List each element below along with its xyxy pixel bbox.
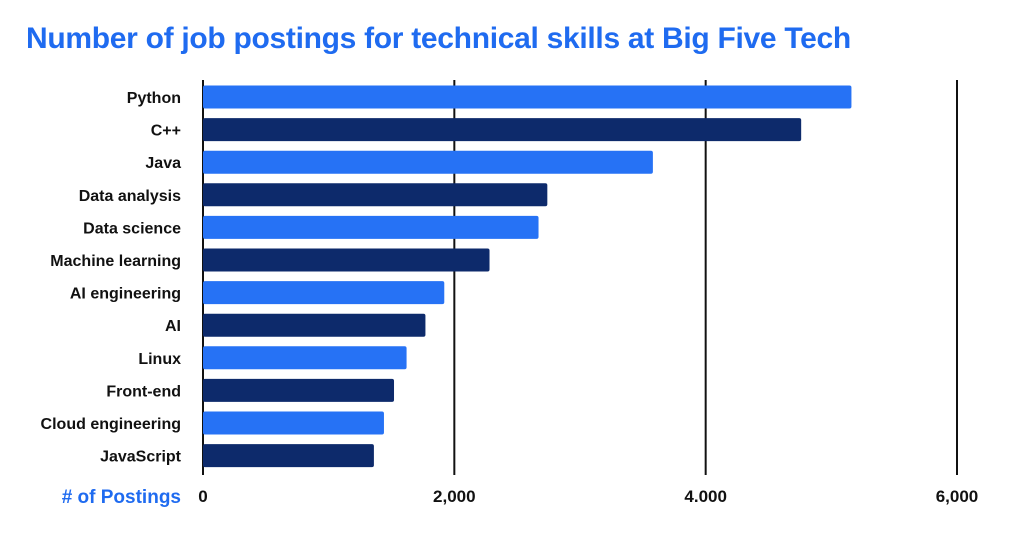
chart-title: Number of job postings for technical ski… [26,22,851,55]
x-tick-label-1: 2,000 [433,487,476,506]
bar-2 [203,150,653,174]
category-label-5: Machine learning [50,253,181,270]
bar-3 [203,183,548,207]
category-label-2: Java [145,155,181,172]
bar-6 [203,281,445,305]
x-tick-label-3: 6,000 [936,487,979,506]
bar-5 [203,248,490,272]
category-label-0: Python [127,90,181,107]
bar-11 [203,444,374,468]
category-label-3: Data analysis [79,188,181,205]
category-label-10: Cloud engineering [41,416,181,433]
bar-7 [203,313,426,337]
bar-10 [203,411,384,435]
category-label-1: C++ [151,123,181,140]
category-label-9: Front-end [106,383,181,400]
x-tick-label-0: 0 [198,487,207,506]
x-tick-label-2: 4.000 [684,487,727,506]
bar-9 [203,378,395,402]
category-label-11: JavaScript [100,449,182,466]
bar-4 [203,215,539,239]
x-axis-title: # of Postings [62,487,181,508]
category-label-6: AI engineering [70,286,181,303]
category-label-7: AI [165,318,181,335]
bar-8 [203,346,407,370]
bar-0 [203,85,852,109]
category-label-4: Data science [83,220,181,237]
bar-1 [203,118,802,142]
category-label-8: Linux [138,351,181,368]
